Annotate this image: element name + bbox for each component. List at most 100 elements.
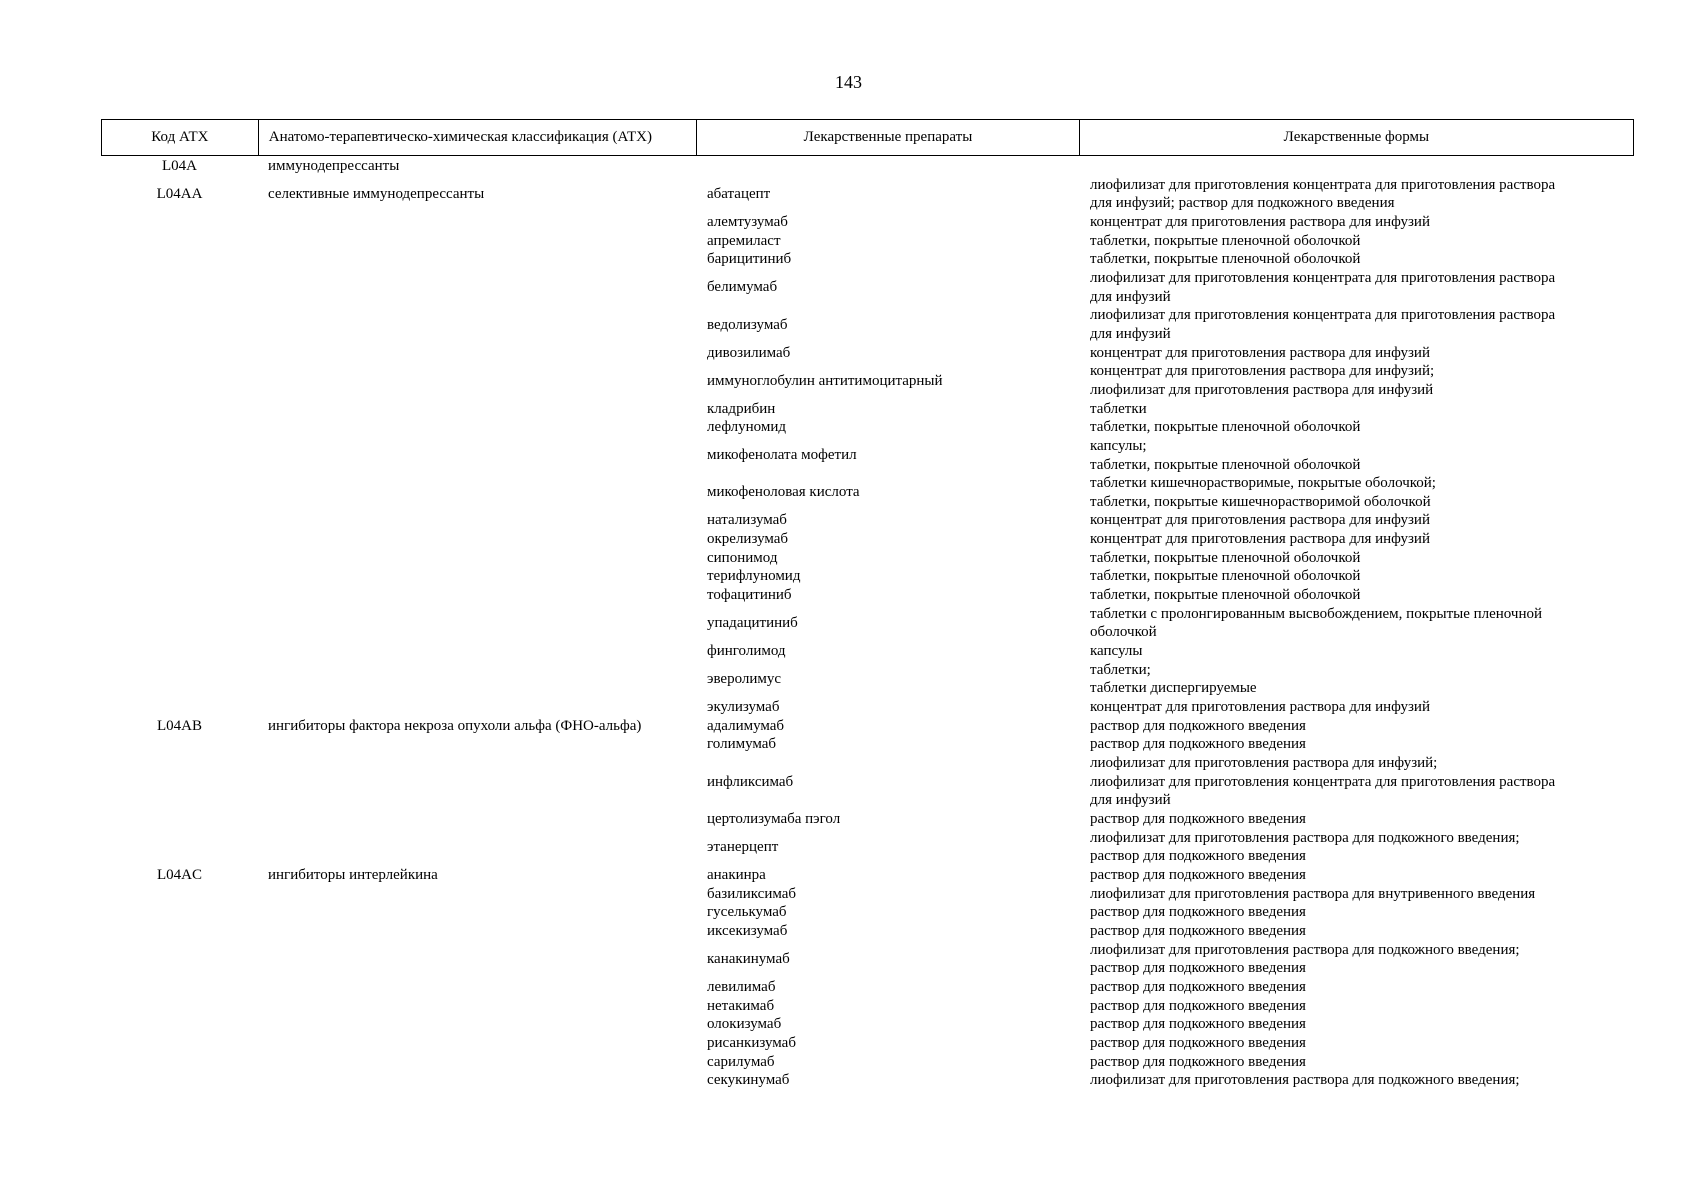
table-header: Код АТХ Анатомо-терапевтическо-химическа…: [101, 119, 1634, 156]
drug-name: олокизумаб: [707, 1016, 782, 1033]
atc-code: [101, 922, 258, 941]
atc-classification: [258, 698, 697, 717]
dosage-form-line: таблетки, покрытые пленочной оболочкой: [1090, 587, 1361, 604]
table-row: упадацитиниб таблетки с пролонгированным …: [101, 605, 1634, 642]
atc-code: [101, 885, 258, 904]
table-row: гуселькумаб раствор для подкожного введен…: [101, 903, 1634, 922]
table-row: L04AC ингибиторы интерлейкина анакинра раст…: [101, 866, 1634, 885]
atc-classification: [258, 810, 697, 829]
table-row: сарилумаб раствор для подкожного введения: [101, 1053, 1634, 1072]
atc-classification: [258, 605, 697, 642]
drug-name: натализумаб: [707, 512, 787, 529]
dosage-form-line: таблетки, покрытые кишечнорастворимой об…: [1090, 493, 1431, 510]
drug-name: терифлуномид: [707, 568, 801, 585]
table-row: базиликсимаб лиофилизат для приготовления…: [101, 885, 1634, 904]
dosage-form-line: раствор для подкожного введения: [1090, 1016, 1306, 1033]
atc-code: [101, 810, 258, 829]
header-drugs: Лекарственные препараты: [697, 120, 1080, 155]
atc-code: [101, 661, 258, 698]
table-row: белимумаб лиофилизат для приготовления ко…: [101, 269, 1634, 306]
atc-classification: [258, 232, 697, 251]
dosage-form-line: лиофилизат для приготовления раствора дл…: [1090, 381, 1434, 398]
atc-code: L04A: [162, 158, 197, 174]
drug-name: левилимаб: [707, 978, 776, 995]
atc-code: [101, 698, 258, 717]
atc-code: [101, 1015, 258, 1034]
atc-classification: [258, 437, 697, 474]
dosage-form-line: лиофилизат для приготовления раствора дл…: [1090, 755, 1438, 771]
atc-code: [101, 605, 258, 642]
dosage-forms: раствор для подкожного введения: [1080, 978, 1634, 997]
table-row: ведолизумаб лиофилизат для приготовления …: [101, 306, 1634, 343]
table-row: барицитиниб таблетки, покрытые пленочной …: [101, 250, 1634, 269]
atc-code: L04AB: [157, 717, 202, 734]
atc-classification: [258, 306, 697, 343]
atc-code: [101, 586, 258, 605]
table-row: цертолизумаба пэгол раствор для подкожног…: [101, 810, 1634, 829]
drug-name: абатацепт: [707, 185, 771, 202]
table-row: L04AA селективные иммунодепрессанты абатац…: [101, 176, 1634, 213]
dosage-form-line: концентрат для приготовления раствора дл…: [1090, 699, 1430, 716]
drug-name: иммуноглобулин антитимоцитарный: [707, 372, 943, 389]
drug-name: нетакимаб: [707, 997, 775, 1014]
table-row: натализумаб концентрат для приготовления …: [101, 511, 1634, 530]
drug-name: микофенолата мофетил: [707, 447, 857, 464]
dosage-forms: лиофилизат для приготовления раствора дл…: [1080, 941, 1634, 978]
dosage-form-line: для инфузий: [1090, 792, 1171, 809]
atc-code: [101, 642, 258, 661]
dosage-form-line: таблетки;: [1090, 661, 1151, 678]
atc-code: [101, 735, 258, 754]
dosage-forms: раствор для подкожного введения: [1080, 717, 1634, 736]
dosage-form-line: раствор для подкожного введения: [1090, 848, 1306, 865]
dosage-form-line: таблетки кишечнорастворимые, покрытые об…: [1090, 475, 1436, 492]
atc-classification: [258, 549, 697, 568]
atc-code: [101, 941, 258, 978]
drug-name: этанерцепт: [707, 838, 779, 855]
dosage-form-line: [1090, 157, 1634, 176]
dosage-form-line: лиофилизат для приготовления концентрата…: [1090, 176, 1556, 193]
drug-name: кладрибин: [707, 400, 776, 417]
atc-classification: [258, 735, 697, 754]
atc-code: [101, 829, 258, 866]
dosage-forms: лиофилизат для приготовления концентрата…: [1080, 176, 1634, 213]
dosage-form-line: лиофилизат для приготовления раствора дл…: [1090, 1072, 1520, 1089]
drug-name: рисанкизумаб: [707, 1034, 796, 1051]
dosage-form-line: раствор для подкожного введения: [1090, 1053, 1306, 1070]
atc-classification: ингибиторы интерлейкина: [268, 866, 438, 883]
atc-code: [101, 530, 258, 549]
table-row: окрелизумаб концентрат для приготовления …: [101, 530, 1634, 549]
dosage-form-line: раствор для подкожного введения: [1090, 717, 1306, 734]
table-row: кладрибин таблетки: [101, 400, 1634, 419]
dosage-forms: лиофилизат для приготовления раствора дл…: [1080, 754, 1634, 810]
atc-classification: [258, 922, 697, 941]
dosage-forms: таблетки, покрытые пленочной оболочкой: [1080, 567, 1634, 586]
atc-classification: [258, 474, 697, 511]
atc-code: [101, 269, 258, 306]
drug-name: базиликсимаб: [707, 885, 797, 902]
atc-classification: [258, 269, 697, 306]
atc-classification: [258, 213, 697, 232]
drug-name: сипонимод: [707, 549, 778, 566]
atc-code: [101, 978, 258, 997]
table-body: L04A иммунодепрессанты L04AA селективные и…: [101, 157, 1634, 1090]
dosage-form-line: таблетки, покрытые пленочной оболочкой: [1090, 456, 1361, 473]
drug-name: анакинра: [707, 866, 766, 883]
table-row: олокизумаб раствор для подкожного введени…: [101, 1015, 1634, 1034]
table-row: алемтузумаб концентрат для приготовления …: [101, 213, 1634, 232]
dosage-forms: лиофилизат для приготовления раствора дл…: [1080, 829, 1634, 866]
dosage-forms: концентрат для приготовления раствора дл…: [1080, 362, 1634, 399]
dosage-forms: таблетки; таблетки диспергируемые: [1080, 661, 1634, 698]
atc-classification: [258, 903, 697, 922]
atc-classification: [258, 885, 697, 904]
atc-classification: [258, 754, 697, 810]
atc-classification: [258, 250, 697, 269]
dosage-forms: концентрат для приготовления раствора дл…: [1080, 213, 1634, 232]
dosage-form-line: раствор для подкожного введения: [1090, 960, 1306, 977]
atc-code: [101, 418, 258, 437]
drug-name: алемтузумаб: [707, 213, 788, 230]
dosage-forms: таблетки, покрытые пленочной оболочкой: [1080, 549, 1634, 568]
dosage-form-line: лиофилизат для приготовления раствора дл…: [1090, 885, 1536, 902]
atc-code: [101, 400, 258, 419]
table-row: левилимаб раствор для подкожного введения: [101, 978, 1634, 997]
drug-name: лефлуномид: [707, 419, 787, 436]
